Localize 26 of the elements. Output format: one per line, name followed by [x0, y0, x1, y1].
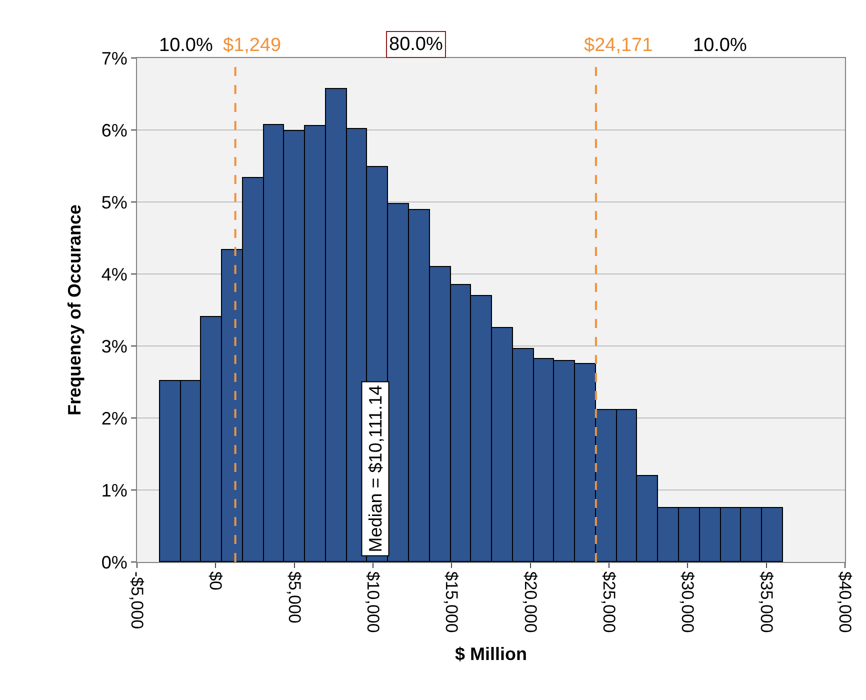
x-tick-label: $20,000: [520, 571, 540, 633]
x-tick-label: $5,000: [284, 571, 304, 624]
x-tick-label: $15,000: [442, 571, 462, 633]
y-tick-label: 6%: [101, 120, 128, 140]
x-tick-label: $0: [206, 571, 226, 590]
x-tick-label: $30,000: [678, 571, 698, 633]
text: 80.0%: [389, 34, 443, 55]
y-tick-label: 4%: [101, 264, 128, 284]
x-tick-label: $35,000: [756, 571, 776, 633]
y-tick-label: 2%: [101, 408, 128, 428]
x-tick-label: $25,000: [599, 571, 618, 633]
ref-line-label: $24,171: [584, 35, 653, 56]
y-tick-label: 1%: [101, 480, 128, 500]
x-tick-label: $40,000: [835, 571, 854, 633]
y-tick-label: 0%: [101, 552, 128, 572]
y-tick-label: 3%: [101, 336, 128, 356]
x-tick-label: -$5,000: [127, 571, 146, 630]
text: 10.0%: [159, 35, 213, 56]
y-axis-title: Frequency of Occurance: [64, 204, 85, 416]
x-axis-title: $ Million: [455, 644, 527, 664]
annotation: Median = $10,111.14: [365, 385, 386, 552]
y-tick-label: 5%: [101, 192, 128, 212]
ref-line-label: $1,249: [223, 35, 282, 56]
y-tick-label: 7%: [101, 48, 128, 68]
text: 10.0%: [693, 35, 747, 56]
x-tick-label: $10,000: [363, 571, 382, 633]
